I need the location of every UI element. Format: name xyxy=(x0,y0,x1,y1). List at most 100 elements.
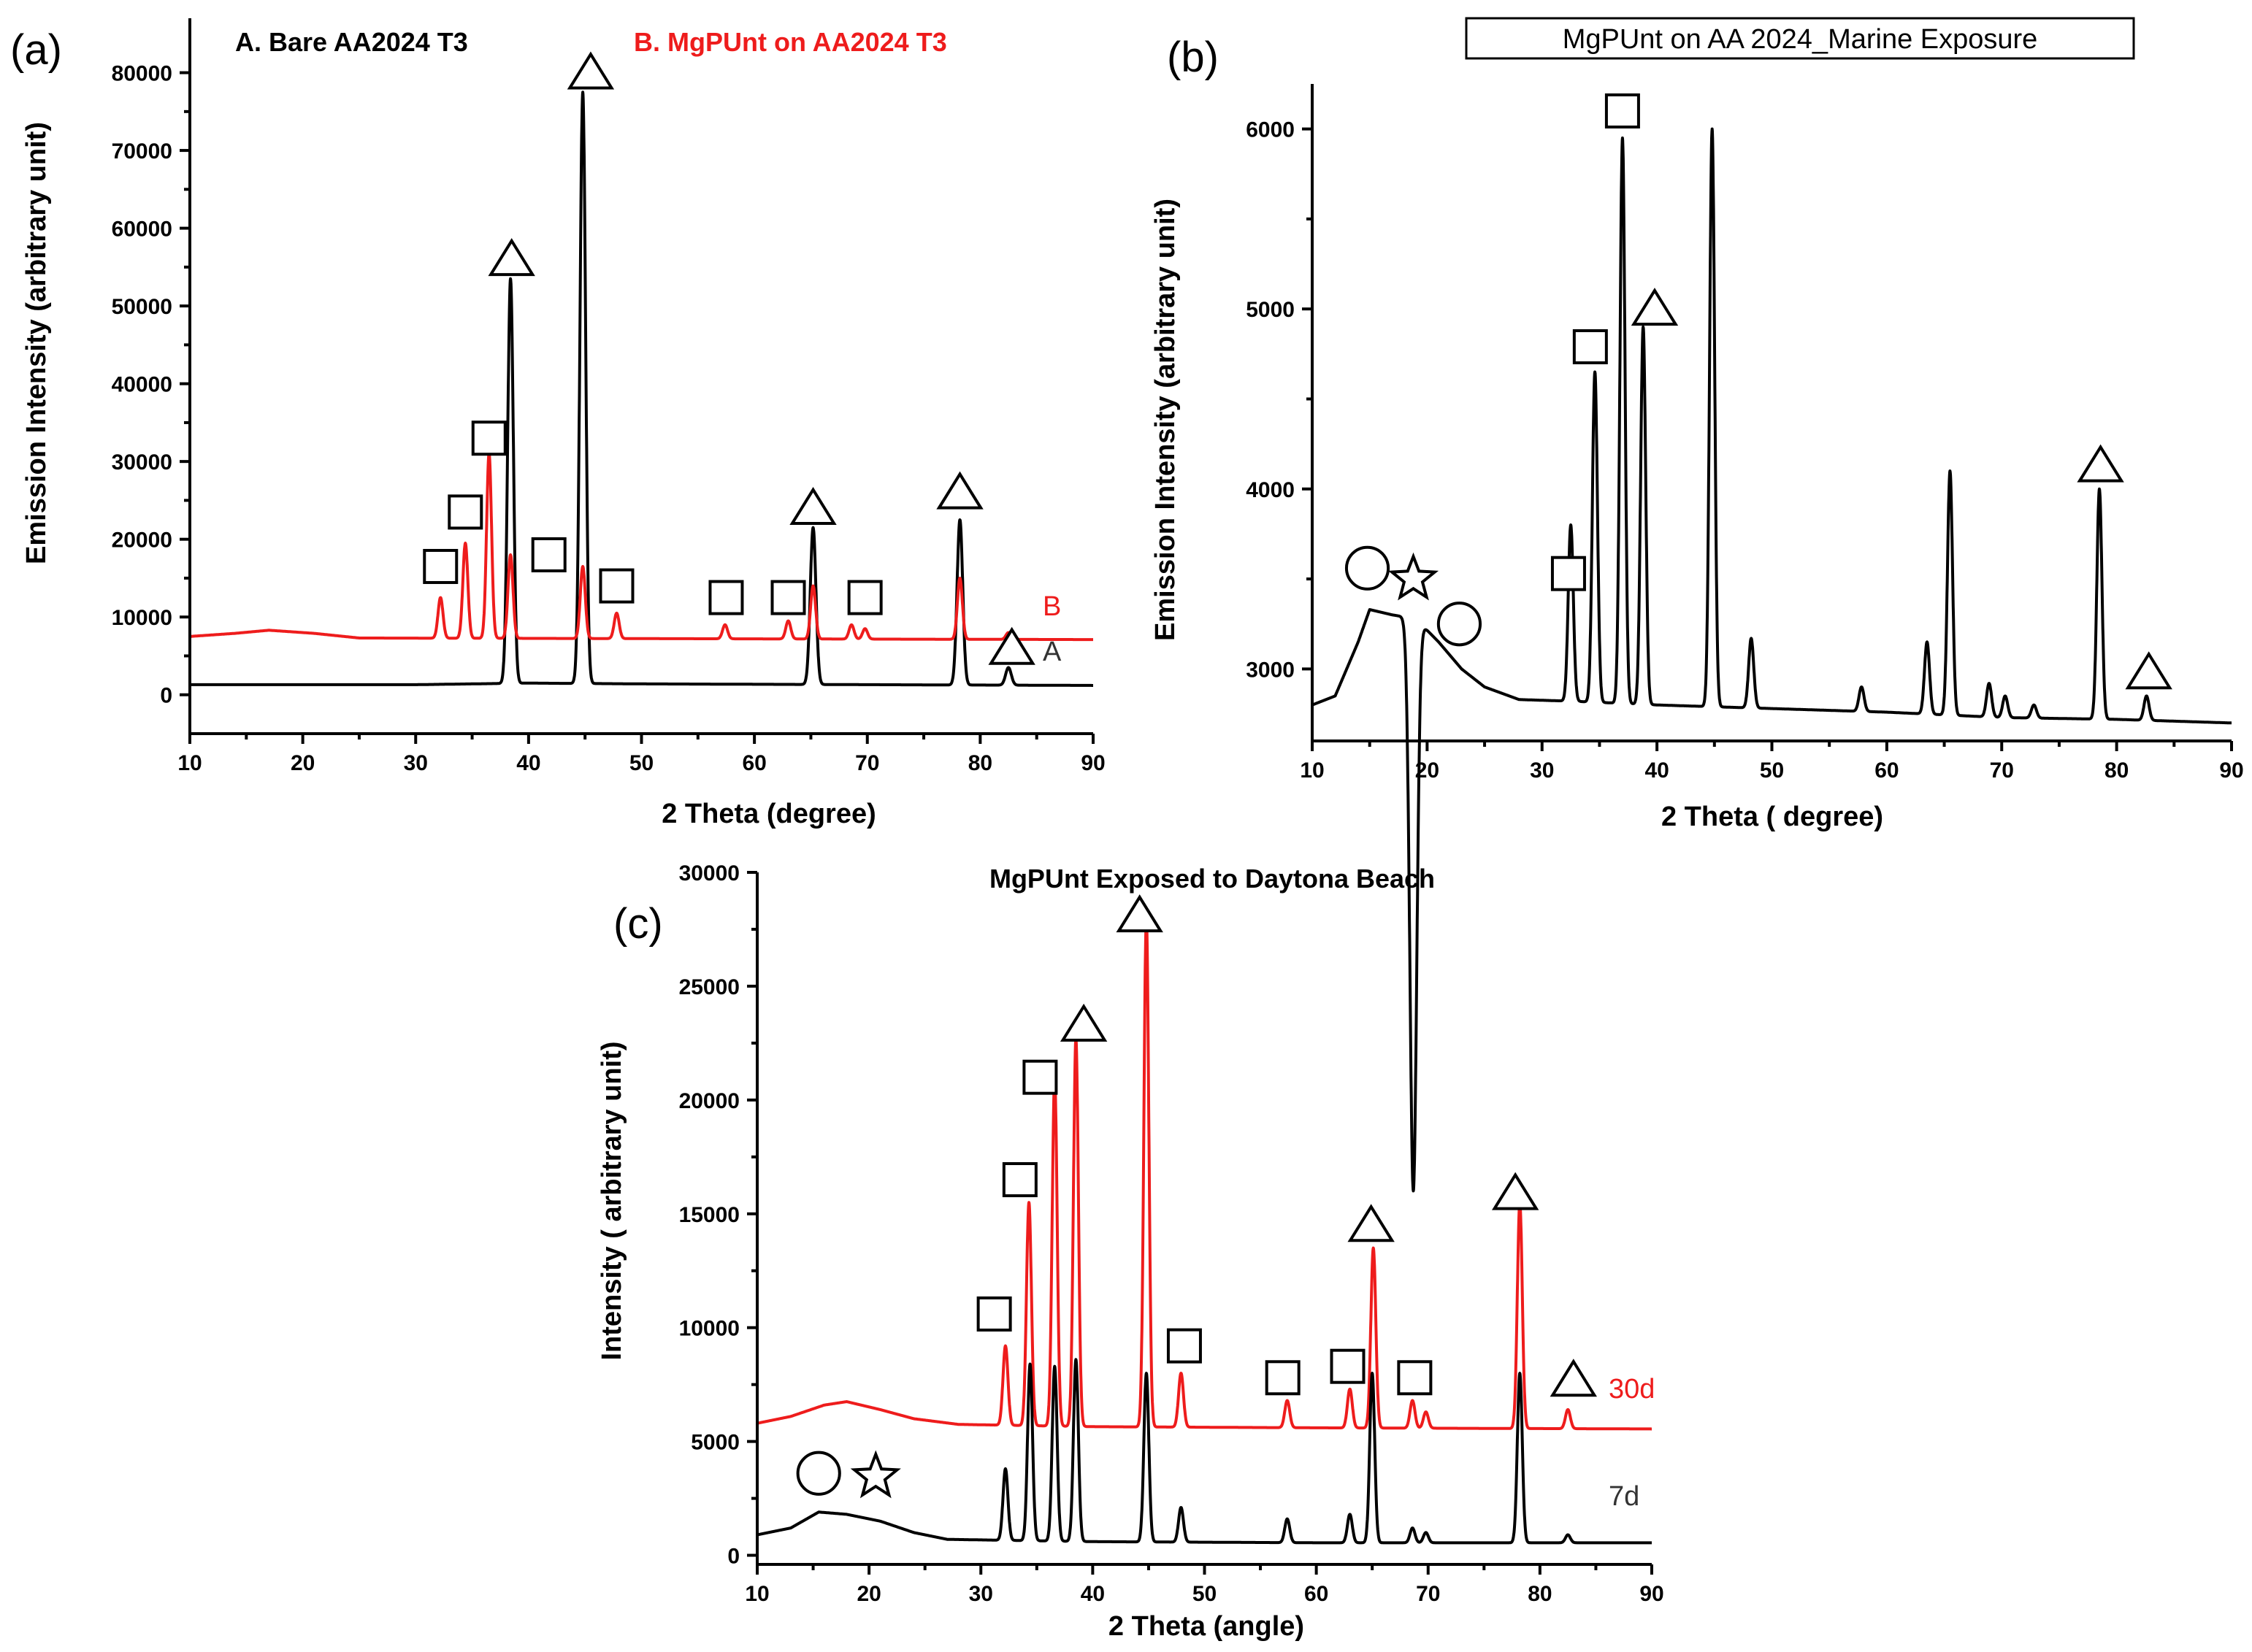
y-tick-label: 10000 xyxy=(679,1317,740,1341)
series-line-a xyxy=(188,91,1095,687)
peak-marker-square xyxy=(1330,1348,1366,1384)
x-tick-label: 80 xyxy=(1528,1582,1552,1606)
series-line-mgpunt-marine xyxy=(1311,127,2233,1193)
peak-marker-triangle xyxy=(1550,1359,1598,1397)
y-axis-label: Emission Intensity (arbitrary unit) xyxy=(21,122,52,564)
x-tick-label: 50 xyxy=(629,751,654,775)
x-tick-label: 10 xyxy=(745,1582,769,1606)
x-tick-label: 90 xyxy=(2219,758,2243,783)
peak-marker-triangle xyxy=(1347,1204,1395,1242)
y-tick-label: 5000 xyxy=(691,1431,740,1455)
x-tick-label: 60 xyxy=(1304,1582,1328,1606)
x-tick-label: 30 xyxy=(1530,758,1554,783)
y-tick-label: 15000 xyxy=(679,1203,740,1227)
peak-marker-triangle xyxy=(2077,444,2124,483)
legend-text-a-bare: A. Bare AA2024 T3 xyxy=(235,27,468,57)
series-end-label: 30d xyxy=(1609,1374,1655,1405)
x-tick-label: 40 xyxy=(1644,758,1669,783)
peak-marker-square xyxy=(1550,556,1586,591)
y-tick-label: 6000 xyxy=(1246,118,1295,142)
peak-marker-circle xyxy=(1436,602,1482,647)
x-tick-label: 10 xyxy=(1300,758,1324,783)
peak-marker-square xyxy=(708,580,744,615)
panel-b-label: (b) xyxy=(1167,34,1219,81)
panel-b: (b) MgPUnt on AA 2024_Marine Exposure 2 … xyxy=(1150,17,2244,1193)
x-tick-label: 60 xyxy=(742,751,766,775)
series-line-30d xyxy=(756,916,1653,1431)
y-axis-label: Intensity ( arbitrary unit) xyxy=(597,1041,627,1360)
peak-marker-square xyxy=(1572,329,1608,364)
x-tick-label: 70 xyxy=(1416,1582,1440,1606)
y-tick-label: 50000 xyxy=(112,295,172,319)
y-tick-label: 40000 xyxy=(112,373,172,397)
peak-marker-star xyxy=(850,1450,901,1499)
peak-marker-square xyxy=(770,580,806,615)
series-line-b xyxy=(188,452,1095,642)
x-tick-label: 70 xyxy=(855,751,879,775)
x-tick-label: 30 xyxy=(969,1582,993,1606)
peak-marker-triangle xyxy=(1060,1003,1108,1042)
x-tick-label: 90 xyxy=(1081,751,1105,775)
y-tick-label: 20000 xyxy=(112,529,172,553)
peak-marker-triangle xyxy=(1631,288,1679,326)
peak-marker-square xyxy=(471,420,507,456)
chart-title: MgPUnt on AA 2024_Marine Exposure xyxy=(1563,24,2038,55)
peak-marker-square xyxy=(423,548,459,584)
y-tick-label: 0 xyxy=(727,1545,740,1569)
x-tick-label: 60 xyxy=(1874,758,1899,783)
panel-c: (c) MgPUnt Exposed to Daytona Beach 2 Th… xyxy=(597,861,1664,1642)
y-tick-label: 3000 xyxy=(1246,658,1295,682)
chart-title: MgPUnt Exposed to Daytona Beach xyxy=(989,864,1435,894)
x-axis-label: 2 Theta (angle) xyxy=(1108,1611,1304,1642)
series-line-7d xyxy=(756,1358,1653,1545)
peak-marker-triangle xyxy=(988,626,1035,665)
x-axis-label: 2 Theta ( degree) xyxy=(1661,802,1883,832)
x-tick-label: 70 xyxy=(1990,758,2014,783)
peak-marker-circle xyxy=(796,1451,841,1496)
x-tick-label: 20 xyxy=(1415,758,1439,783)
y-tick-label: 4000 xyxy=(1246,478,1295,502)
peak-marker-square xyxy=(847,580,883,615)
peak-marker-square xyxy=(1265,1360,1301,1396)
y-axis-label: Emission Intensity (arbitrary unit) xyxy=(1150,199,1181,641)
x-tick-label: 80 xyxy=(2104,758,2129,783)
legend-text-b-mgpunt: B. MgPUnt on AA2024 T3 xyxy=(634,27,947,57)
x-tick-label: 40 xyxy=(1081,1582,1105,1606)
peak-marker-triangle xyxy=(2125,651,2172,690)
x-tick-label: 10 xyxy=(177,751,202,775)
series-end-label: B xyxy=(1043,591,1061,622)
panel-c-label: (c) xyxy=(613,900,663,948)
peak-marker-circle xyxy=(1344,545,1390,591)
peak-marker-square xyxy=(1002,1161,1038,1197)
x-tick-label: 40 xyxy=(516,751,540,775)
series-end-label: A xyxy=(1043,637,1062,667)
panel-a-label: (a) xyxy=(10,26,62,74)
peak-marker-star xyxy=(1387,552,1439,601)
peak-marker-square xyxy=(1397,1360,1433,1396)
peak-marker-square xyxy=(599,568,635,604)
x-tick-label: 50 xyxy=(1192,1582,1217,1606)
peak-marker-triangle xyxy=(1491,1172,1539,1210)
y-tick-label: 80000 xyxy=(112,62,172,86)
peak-marker-triangle xyxy=(488,238,535,277)
peak-marker-triangle xyxy=(936,471,984,510)
x-tick-label: 20 xyxy=(857,1582,881,1606)
x-tick-label: 20 xyxy=(291,751,315,775)
y-tick-label: 5000 xyxy=(1246,298,1295,322)
series-end-label: 7d xyxy=(1609,1481,1639,1512)
peak-marker-square xyxy=(1166,1328,1202,1364)
peak-marker-square xyxy=(448,494,483,530)
x-axis-label: 2 Theta (degree) xyxy=(662,799,876,829)
panel-a: (a) A. Bare AA2024 T3 B. MgPUnt on AA202… xyxy=(10,18,1106,829)
y-tick-label: 70000 xyxy=(112,139,172,164)
x-tick-label: 80 xyxy=(968,751,992,775)
y-tick-label: 10000 xyxy=(112,606,172,630)
x-tick-label: 30 xyxy=(404,751,428,775)
peak-marker-triangle xyxy=(567,51,615,90)
x-tick-label: 50 xyxy=(1760,758,1784,783)
y-tick-label: 30000 xyxy=(112,450,172,475)
y-tick-label: 0 xyxy=(160,684,172,708)
y-tick-label: 25000 xyxy=(679,975,740,999)
y-tick-label: 20000 xyxy=(679,1089,740,1113)
